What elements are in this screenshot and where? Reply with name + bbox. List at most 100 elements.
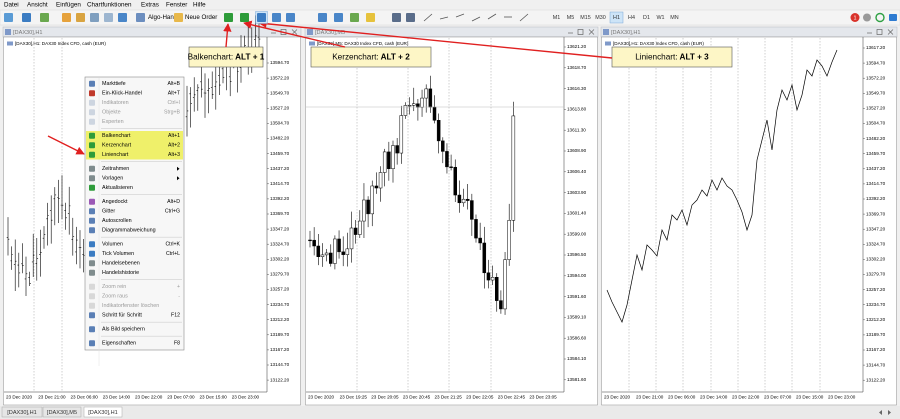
timeframe-button[interactable]: M15: [580, 15, 591, 21]
toolbar-tool[interactable]: [455, 13, 465, 18]
toolbar-icon[interactable]: [62, 13, 71, 22]
toolbar-icon[interactable]: [76, 13, 85, 22]
menu-item[interactable]: Balkenchart: [102, 133, 131, 139]
menu-item[interactable]: Markttiefe: [102, 81, 126, 87]
status-icon[interactable]: [889, 14, 897, 21]
menu-item[interactable]: Vorlagen: [102, 176, 123, 182]
callout-text: Kerzenchart: ALT + 2: [332, 53, 410, 62]
window-icon: [603, 29, 609, 35]
toolbar-icon[interactable]: [90, 13, 99, 22]
notification-badge[interactable]: [850, 13, 860, 22]
timeframe-button[interactable]: M1: [553, 15, 561, 21]
toolbar-icon[interactable]: [257, 13, 266, 22]
timeframe-button[interactable]: W1: [656, 15, 664, 21]
menu-item[interactable]: Ein-Klick-Handel: [102, 91, 142, 97]
menu-item[interactable]: Einfügen: [56, 2, 81, 9]
menu-item[interactable]: Ansicht: [27, 2, 48, 9]
menu-item[interactable]: Objekte: [102, 110, 121, 116]
info-icon: [7, 41, 13, 46]
menu-item[interactable]: Als Bild speichern: [102, 327, 145, 333]
window-close[interactable]: [291, 29, 298, 35]
menu-item[interactable]: Schritt für Schritt: [102, 313, 142, 319]
menu-item[interactable]: Indikatorfenster löschen: [102, 303, 159, 309]
toolbar-icon[interactable]: [406, 13, 415, 22]
toolbar-tool[interactable]: [487, 13, 497, 20]
tab-scroll[interactable]: [879, 410, 891, 415]
status-icon[interactable]: [863, 13, 871, 22]
menu-item[interactable]: Handelsebenen: [102, 261, 140, 267]
menu-item[interactable]: Kerzenchart: [102, 143, 132, 149]
toolbar-icon[interactable]: [350, 13, 359, 22]
timeframe-button[interactable]: H1: [613, 15, 620, 21]
menu-item[interactable]: Volumen: [102, 242, 123, 248]
status-icon[interactable]: [875, 12, 885, 23]
price-label: 13594.70: [270, 60, 290, 65]
menu-item[interactable]: Autoscrollen: [102, 218, 132, 224]
timeframe-button[interactable]: D1: [643, 15, 650, 21]
price-label: 13167.20: [866, 347, 886, 352]
toolbar-tool[interactable]: [423, 13, 433, 22]
toolbar-icon[interactable]: [224, 13, 233, 22]
toolbar-icon[interactable]: [318, 13, 327, 22]
menu-item[interactable]: Gitter: [102, 209, 115, 215]
toolbar-icon[interactable]: [334, 13, 343, 22]
toolbar-button[interactable]: Algo-Handel: [148, 14, 182, 21]
toolbar-icon[interactable]: [104, 13, 113, 22]
toolbar-tool[interactable]: [519, 13, 529, 22]
toolbar-icon[interactable]: [392, 13, 401, 22]
time-label: 23 Dec 23:00: [232, 395, 260, 400]
tab[interactable]: [42, 406, 82, 418]
tab-label[interactable]: [DAX30],H1: [7, 410, 37, 416]
tab[interactable]: [1, 406, 43, 418]
tab-label[interactable]: [DAX30],M5: [47, 410, 77, 416]
menu-item[interactable]: Datei: [4, 2, 19, 9]
toolbar-icon[interactable]: [174, 13, 183, 22]
menu-item[interactable]: Hilfe: [193, 2, 206, 9]
menu-item[interactable]: Extras: [141, 2, 159, 9]
menu-item[interactable]: Chartfunktionen: [87, 2, 132, 9]
menu-item[interactable]: Aktualisieren: [102, 185, 133, 191]
menu-item[interactable]: Linienchart: [102, 152, 129, 158]
toolbar-icon[interactable]: [286, 13, 295, 22]
toolbar-button[interactable]: Neue Order: [185, 14, 217, 21]
menu-item[interactable]: Handelshistorie: [102, 270, 139, 276]
toolbar-icon[interactable]: [366, 13, 375, 22]
menu-item[interactable]: Zoom rein: [102, 284, 126, 290]
menu-item[interactable]: Angedockt: [102, 199, 128, 205]
timeframe-active[interactable]: [609, 11, 624, 24]
toolbar-icon[interactable]: [4, 13, 13, 22]
time-label: 23 Dec 19:25: [340, 395, 368, 400]
timeframe-button[interactable]: M5: [567, 15, 575, 21]
menu-item[interactable]: Zeitrahmen: [102, 166, 129, 172]
price-label: 13144.70: [270, 362, 290, 367]
window-maximize[interactable]: [577, 29, 584, 35]
menu-item[interactable]: Tick Volumen: [102, 251, 134, 257]
toolbar-tool[interactable]: [471, 16, 481, 22]
toolbar-icon[interactable]: [136, 13, 145, 22]
toolbar-tool[interactable]: [439, 16, 449, 20]
tab-label[interactable]: [DAX30],H1: [88, 410, 118, 416]
toolbar-icon[interactable]: [118, 13, 127, 22]
menu-item[interactable]: Experten: [102, 119, 124, 125]
tab[interactable]: [83, 406, 123, 418]
timeframe-button[interactable]: MN: [670, 15, 678, 21]
price-label: 13302.20: [270, 257, 290, 262]
menu-item[interactable]: Diagrammabweichung: [102, 228, 156, 234]
window-close[interactable]: [887, 29, 894, 35]
arrow: [223, 23, 232, 48]
menu-item[interactable]: Fenster: [166, 2, 187, 9]
window-close[interactable]: [588, 29, 595, 35]
toolbar-icon[interactable]: [40, 13, 49, 22]
menu-item[interactable]: Eigenschaften: [102, 341, 136, 347]
menu-item[interactable]: Zoom raus: [102, 294, 128, 300]
candle-body: [457, 194, 462, 204]
timeframe-button[interactable]: H4: [628, 15, 635, 21]
toolbar-icon[interactable]: [240, 13, 249, 22]
toolbar-icon[interactable]: [272, 13, 281, 22]
toolbar-icon[interactable]: [22, 13, 31, 22]
timeframe-button[interactable]: M30: [595, 15, 606, 21]
ohlc-bar: [53, 187, 57, 226]
menu-item[interactable]: Indikatoren: [102, 100, 129, 106]
window-maximize[interactable]: [876, 29, 883, 35]
price-label: 13482.20: [866, 136, 886, 141]
